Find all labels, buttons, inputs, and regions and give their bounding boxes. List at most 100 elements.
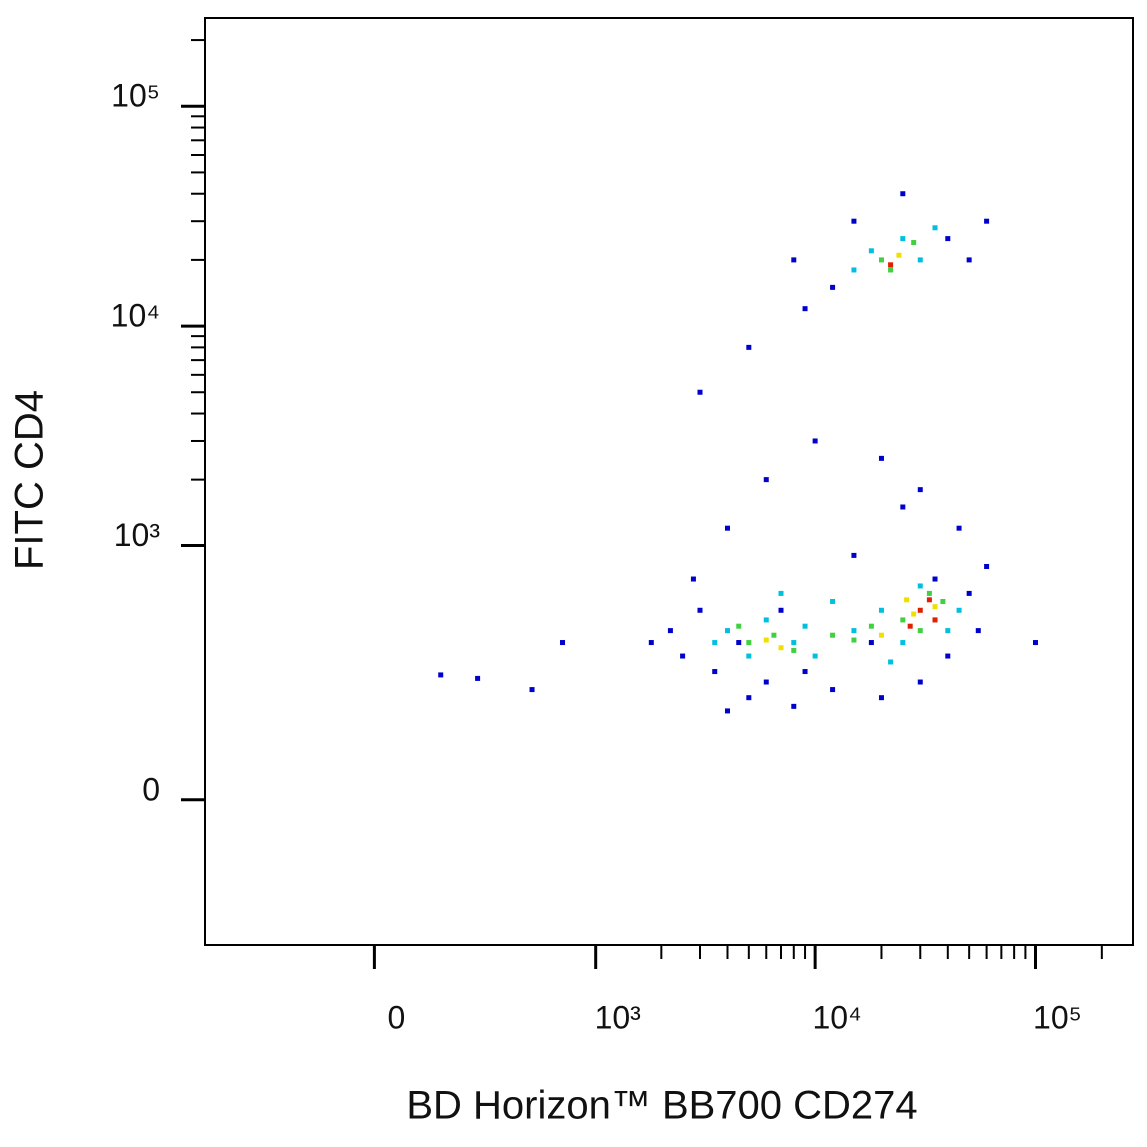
data-point <box>945 628 951 634</box>
data-point <box>791 703 797 709</box>
data-point <box>736 640 742 646</box>
data-point <box>917 679 923 685</box>
data-point <box>900 236 906 242</box>
data-point <box>900 191 906 197</box>
data-point <box>724 525 730 531</box>
data-point <box>812 653 818 659</box>
data-point <box>940 598 946 604</box>
data-point <box>900 504 906 510</box>
data-point <box>830 687 836 693</box>
x-tick-label: 0 <box>387 999 405 1035</box>
y-tick-label: 0 <box>142 771 160 807</box>
data-point <box>763 679 769 685</box>
data-point <box>802 669 808 675</box>
data-point <box>802 623 808 629</box>
data-point <box>878 257 884 263</box>
data-point <box>697 607 703 613</box>
data-point <box>712 640 718 646</box>
data-point <box>932 617 938 623</box>
data-point <box>917 487 923 493</box>
data-point <box>911 239 917 245</box>
data-point <box>791 647 797 653</box>
data-point <box>812 438 818 444</box>
y-tick-label: 10⁴ <box>111 298 160 334</box>
data-point <box>791 257 797 263</box>
data-point <box>878 695 884 701</box>
data-point <box>896 252 902 258</box>
data-point <box>975 628 981 634</box>
y-tick-label: 10³ <box>114 517 161 553</box>
data-point <box>904 597 910 603</box>
data-point <box>851 218 857 224</box>
data-point <box>966 257 972 263</box>
data-point <box>851 267 857 273</box>
data-point <box>945 653 951 659</box>
data-point <box>868 640 874 646</box>
data-point <box>926 590 932 596</box>
data-point <box>984 563 990 569</box>
data-point <box>878 607 884 613</box>
data-point <box>712 669 718 675</box>
data-point <box>746 695 752 701</box>
data-point <box>926 597 932 603</box>
data-point <box>763 637 769 643</box>
data-point <box>690 576 696 582</box>
data-point <box>851 552 857 558</box>
data-point <box>932 576 938 582</box>
data-point <box>966 590 972 596</box>
data-point <box>830 598 836 604</box>
data-point <box>851 637 857 643</box>
data-point <box>667 628 673 634</box>
data-point <box>911 611 917 617</box>
data-point <box>888 659 894 665</box>
data-point <box>888 262 894 268</box>
data-point <box>830 284 836 290</box>
data-point <box>900 640 906 646</box>
data-point <box>724 628 730 634</box>
data-point <box>888 267 894 273</box>
y-tick-label: 10⁵ <box>111 78 160 114</box>
data-point <box>851 628 857 634</box>
data-point <box>791 640 797 646</box>
data-point <box>648 640 654 646</box>
data-point <box>680 653 686 659</box>
data-point <box>956 607 962 613</box>
data-point <box>917 628 923 634</box>
data-point <box>1032 640 1038 646</box>
data-point <box>878 455 884 461</box>
data-point <box>917 583 923 589</box>
data-point <box>917 607 923 613</box>
data-point <box>868 623 874 629</box>
data-point <box>746 640 752 646</box>
data-point <box>763 477 769 483</box>
plot-frame <box>204 17 1134 946</box>
data-point <box>724 708 730 714</box>
data-point <box>932 604 938 610</box>
data-point <box>878 632 884 638</box>
data-point <box>778 607 784 613</box>
data-point <box>560 640 566 646</box>
data-point <box>802 306 808 312</box>
data-point <box>830 632 836 638</box>
data-point <box>763 617 769 623</box>
y-axis-label: FITC CD4 <box>8 390 52 570</box>
data-point <box>746 653 752 659</box>
data-point <box>868 248 874 254</box>
data-point <box>945 236 951 242</box>
data-point <box>697 389 703 395</box>
data-point <box>771 632 777 638</box>
data-point <box>778 590 784 596</box>
data-point <box>736 623 742 629</box>
data-point <box>778 645 784 651</box>
data-point <box>475 675 481 681</box>
data-point <box>438 672 444 678</box>
x-tick-label: 10⁵ <box>1033 999 1082 1035</box>
data-point <box>917 257 923 263</box>
data-point <box>956 525 962 531</box>
x-axis-label: BD Horizon™ BB700 CD274 <box>406 1084 917 1128</box>
data-point <box>907 623 913 629</box>
data-point <box>984 218 990 224</box>
data-point <box>746 344 752 350</box>
data-point <box>900 617 906 623</box>
